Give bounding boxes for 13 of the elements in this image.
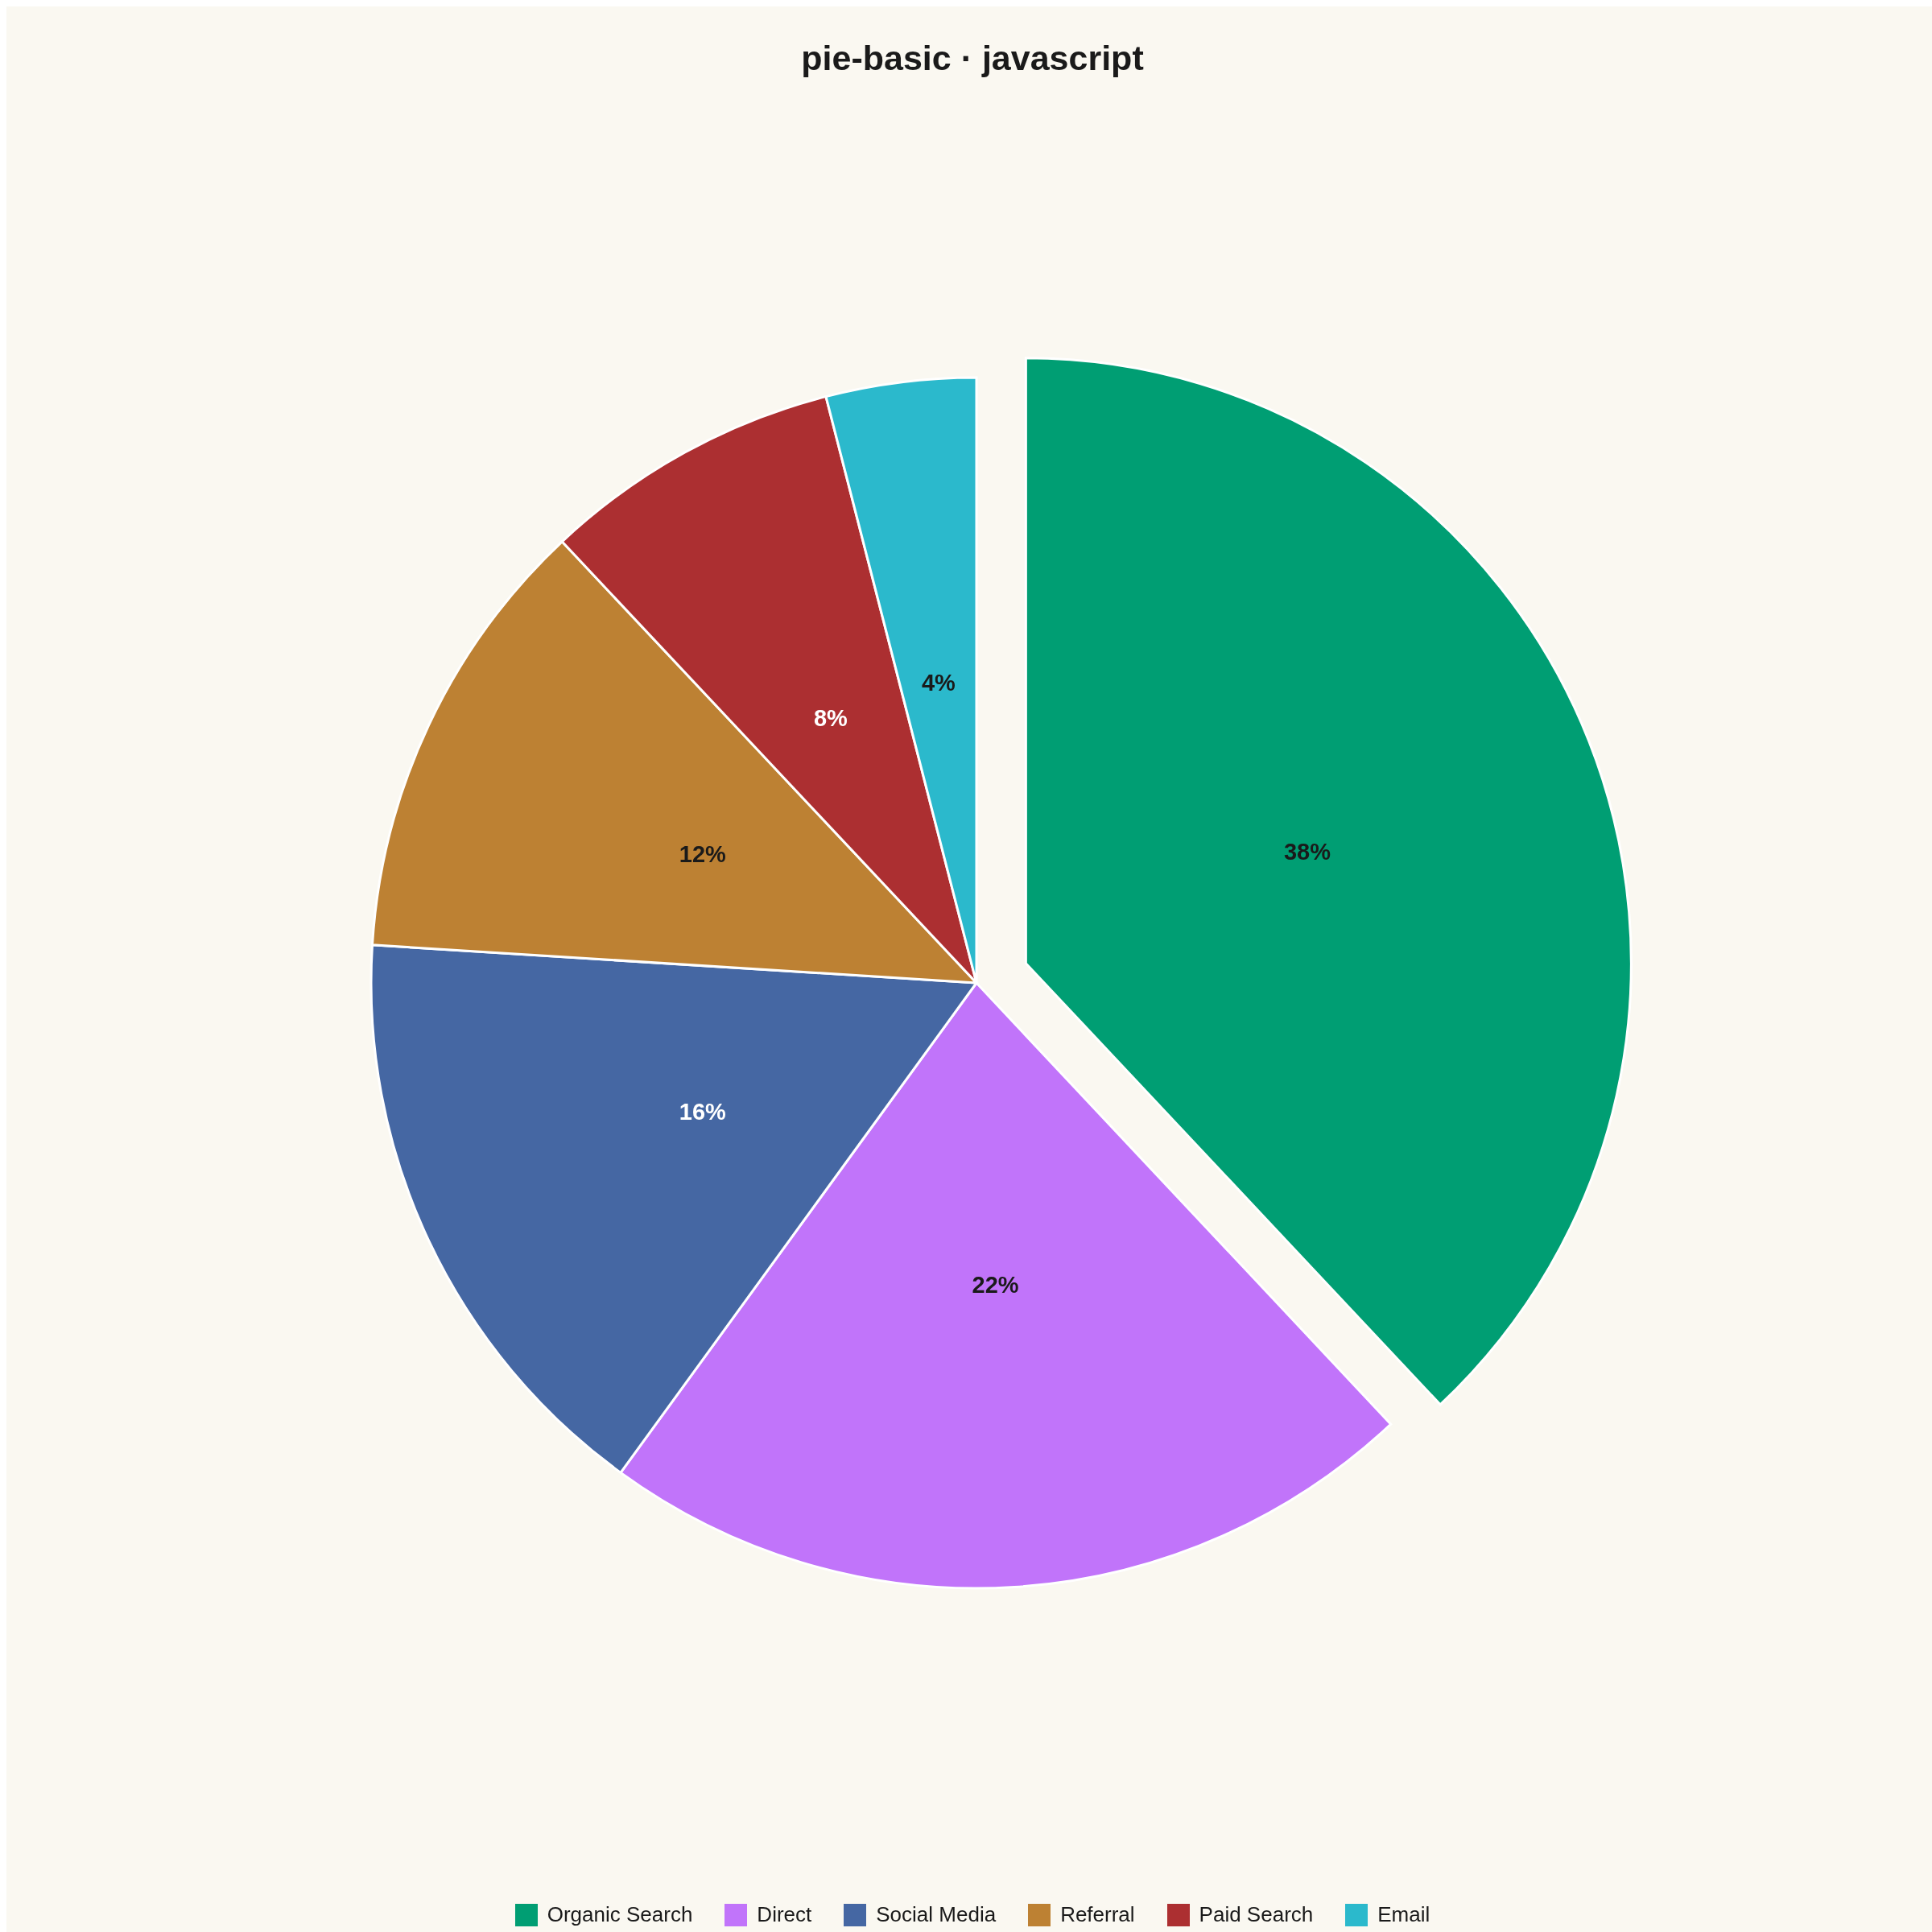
data-label: 38%	[1283, 839, 1331, 865]
legend-label: Direct	[757, 1902, 812, 1927]
chart-title: pie-basic · javascript	[800, 39, 1145, 78]
data-label: 4%	[921, 669, 956, 696]
legend-label: Social Media	[876, 1902, 997, 1927]
data-label: 22%	[972, 1272, 1019, 1298]
data-label: 8%	[813, 704, 848, 731]
legend-label: Referral	[1060, 1902, 1135, 1927]
data-label: 12%	[679, 840, 727, 867]
data-label: 16%	[679, 1099, 727, 1125]
legend-label: Organic Search	[547, 1902, 693, 1927]
legend-label: Email	[1377, 1902, 1430, 1927]
legend-label: Paid Search	[1199, 1902, 1314, 1927]
